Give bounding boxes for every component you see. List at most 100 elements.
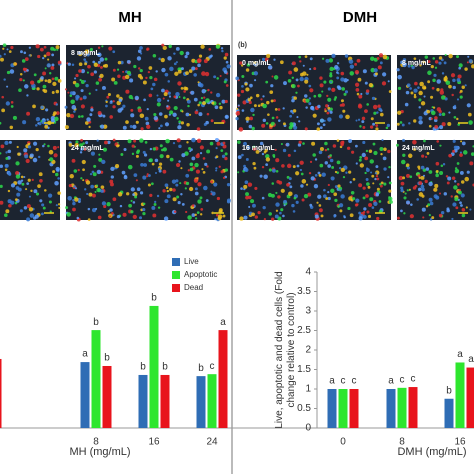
bar <box>91 330 101 428</box>
cell <box>50 115 56 121</box>
cell <box>252 203 256 208</box>
cell <box>452 85 456 90</box>
cell <box>47 144 50 148</box>
cell <box>57 203 61 206</box>
cell <box>49 210 52 213</box>
cell <box>142 207 146 212</box>
cell <box>244 168 249 173</box>
cell <box>200 97 204 100</box>
cell <box>365 149 369 153</box>
cell <box>29 153 34 158</box>
cell <box>185 71 189 75</box>
cell <box>215 169 218 172</box>
cell <box>323 80 327 84</box>
cell <box>97 215 102 220</box>
cell <box>75 187 78 190</box>
bar <box>138 374 148 428</box>
cell <box>461 141 466 146</box>
cell <box>16 145 19 149</box>
image-label: 24 mg/mL <box>71 145 104 152</box>
y-tick-label: 2 <box>305 345 311 356</box>
cell <box>327 164 332 168</box>
cell <box>55 89 60 94</box>
cell <box>68 184 72 188</box>
y-tick-label: 4 <box>305 267 311 278</box>
cell <box>194 213 197 217</box>
cell <box>159 124 163 128</box>
cell <box>264 148 268 153</box>
cell <box>369 197 374 202</box>
cell <box>336 76 340 80</box>
cell <box>224 52 229 57</box>
cell <box>439 192 442 195</box>
cell <box>326 148 330 151</box>
cell <box>143 153 148 157</box>
cell <box>327 196 331 201</box>
cell <box>430 95 434 99</box>
cell <box>373 201 378 206</box>
bar <box>338 389 348 428</box>
cell <box>159 144 163 148</box>
cell <box>132 201 136 204</box>
cell <box>204 71 210 77</box>
cell <box>434 183 439 189</box>
cell <box>313 94 317 98</box>
cell <box>181 153 186 158</box>
cell <box>194 191 199 196</box>
cell <box>286 175 290 179</box>
cell <box>357 104 363 109</box>
cell <box>291 61 296 66</box>
cell <box>237 140 241 144</box>
cell <box>299 160 304 165</box>
cell <box>387 176 390 179</box>
cell <box>282 122 286 126</box>
cell <box>125 120 129 124</box>
cell <box>237 93 241 97</box>
cell <box>339 189 342 192</box>
cell <box>111 77 116 82</box>
significance-letter: a <box>388 376 394 387</box>
cell <box>420 165 425 170</box>
cell <box>249 83 253 88</box>
cell <box>382 72 387 77</box>
cell <box>92 193 96 198</box>
cell <box>117 74 121 79</box>
cell <box>187 104 190 108</box>
cell <box>298 55 301 59</box>
cell <box>318 150 323 155</box>
cell <box>433 187 438 192</box>
cell <box>344 90 349 94</box>
cell <box>329 110 333 114</box>
cell <box>109 215 112 218</box>
cell <box>311 141 316 146</box>
cell <box>87 64 91 69</box>
cell <box>22 67 26 71</box>
cell <box>70 99 75 105</box>
cell <box>280 188 285 193</box>
cell <box>349 64 355 69</box>
cell <box>272 99 276 103</box>
cell <box>195 217 198 220</box>
cell <box>78 69 82 73</box>
cell <box>240 187 243 190</box>
cell <box>178 160 181 163</box>
cell <box>20 175 24 179</box>
cell <box>12 115 18 120</box>
cell <box>270 99 274 103</box>
cell <box>158 112 163 116</box>
cell <box>439 171 444 176</box>
cell <box>105 104 108 108</box>
cell <box>334 65 339 70</box>
cell <box>44 189 47 192</box>
cell <box>269 90 274 95</box>
cell <box>459 95 463 99</box>
cell <box>154 171 158 174</box>
cell <box>304 127 308 131</box>
cell <box>245 116 250 121</box>
cell <box>97 110 102 115</box>
cell <box>277 195 281 199</box>
cell <box>339 203 344 208</box>
cell <box>35 44 40 49</box>
cell <box>316 201 319 204</box>
cell <box>299 76 304 82</box>
